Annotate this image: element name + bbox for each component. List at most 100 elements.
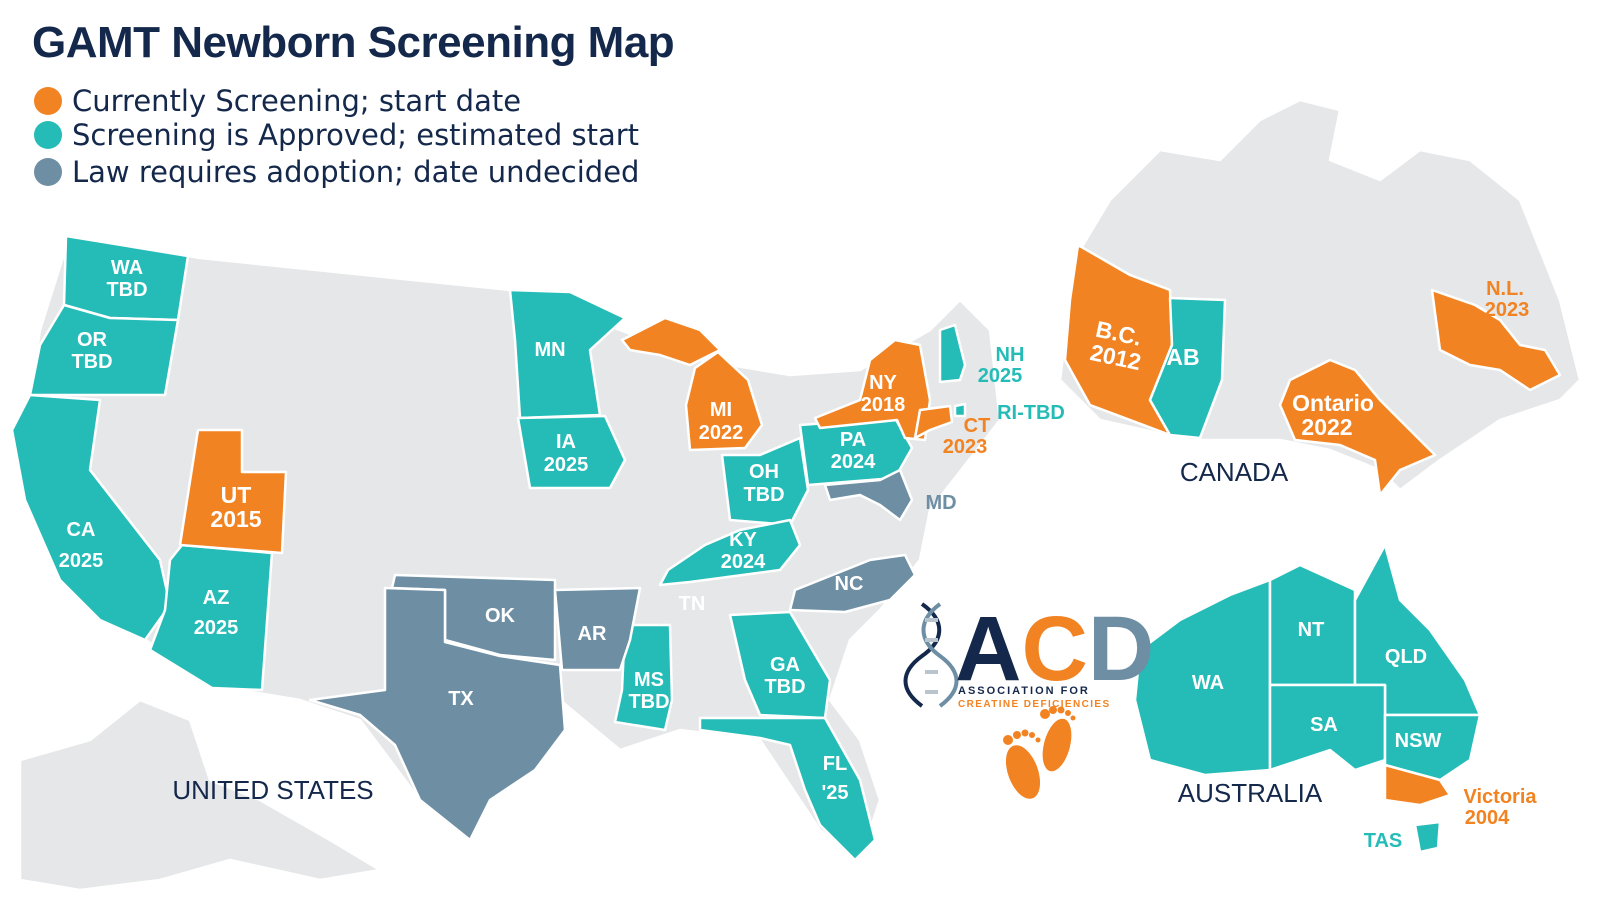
logo-line2: CREATINE DEFICIENCIES (958, 699, 1111, 710)
label-ky: KY (729, 529, 757, 551)
logo-letter: C (1021, 598, 1087, 700)
state-ar (553, 586, 642, 672)
state-nc (788, 553, 917, 614)
logo-letter: A (955, 598, 1021, 700)
state-oh (720, 436, 810, 527)
label-nt: NT (1298, 619, 1325, 641)
label-ms: MS (634, 669, 664, 691)
country-label-canada: CANADA (1180, 457, 1289, 487)
label-nc: NC (835, 573, 864, 595)
label-az-date: 2025 (194, 617, 239, 639)
label-tas: TAS (1364, 830, 1403, 852)
label-ab: AB (1166, 344, 1199, 370)
label-fl: FL (823, 753, 847, 775)
label-or: OR (77, 329, 108, 351)
label-pa: PA (840, 429, 866, 451)
label-tn: TN (679, 593, 706, 615)
state-ky (658, 518, 802, 587)
label-ca: CA (67, 519, 96, 541)
legend-swatch-orange (34, 87, 62, 115)
label-nh-date: 2025 (978, 365, 1023, 387)
label-fl-date: '25 (821, 782, 848, 804)
label-ia-date: 2025 (544, 454, 589, 476)
label-vic-date: 2004 (1465, 807, 1510, 829)
label-or-date: TBD (71, 351, 112, 373)
australia-tas (1413, 820, 1442, 854)
label-az: AZ (203, 587, 230, 609)
label-vic: Victoria (1464, 786, 1538, 808)
label-wa-date: TBD (106, 279, 147, 301)
state-md (823, 468, 914, 522)
label-nl-date: 2023 (1485, 299, 1530, 321)
baby-footprints-icon (1003, 706, 1076, 799)
state-ms (613, 623, 674, 732)
state-nh (938, 323, 967, 384)
state-fl (698, 716, 877, 862)
label-ca-date: 2025 (59, 550, 104, 572)
logo-letter: D (1088, 598, 1154, 700)
state-mi-upper (620, 316, 722, 367)
australia-nsw (1383, 713, 1482, 782)
dna-icon (903, 602, 959, 708)
legend-label: Currently Screening; start date (72, 84, 522, 118)
label-ms-date: TBD (628, 691, 669, 713)
map-title: GAMT Newborn Screening Map (32, 18, 675, 67)
legend-item-screening: Currently Screening; start date (34, 84, 521, 118)
label-ri: RI-TBD (997, 402, 1065, 424)
label-ct: CT (964, 415, 991, 437)
label-wa: WA (111, 257, 143, 279)
legend-label: Screening is Approved; estimated start (72, 118, 640, 152)
state-ri (953, 402, 967, 418)
label-ny: NY (869, 372, 897, 394)
state-ia (516, 414, 627, 490)
label-ia: IA (556, 431, 576, 453)
label-ga-date: TBD (764, 676, 805, 698)
country-label-us: UNITED STATES (172, 775, 373, 805)
alaska-shape (18, 698, 382, 892)
label-md: MD (925, 492, 956, 514)
state-ut (178, 428, 288, 555)
legend-item-approved: Screening is Approved; estimated start (34, 118, 639, 152)
label-sa: SA (1310, 714, 1338, 736)
logo-letter-a: ACD (955, 598, 1154, 700)
label-ar: AR (578, 623, 607, 645)
label-au-wa: WA (1192, 672, 1224, 694)
legend-label: Law requires adoption; date undecided (72, 155, 640, 189)
label-on-date: 2022 (1301, 414, 1352, 440)
legend-swatch-teal (34, 121, 62, 149)
label-ok: OK (485, 605, 516, 627)
label-oh: OH (749, 461, 779, 483)
australia-wa (1133, 578, 1272, 777)
state-az (148, 543, 274, 692)
label-nsw: NSW (1395, 730, 1442, 752)
label-qld: QLD (1385, 646, 1427, 668)
state-mn (508, 288, 627, 420)
acd-logo: ACD ASSOCIATION FOR CREATINE DEFICIENCIE… (903, 598, 1154, 710)
australia-sa (1268, 683, 1387, 772)
label-ny-date: 2018 (861, 394, 906, 416)
country-label-australia: AUSTRALIA (1178, 778, 1323, 808)
state-tx (308, 586, 567, 842)
province-ab (1148, 296, 1227, 440)
label-pa-date: 2024 (831, 451, 876, 473)
logo-line1: ASSOCIATION FOR (958, 685, 1090, 697)
state-ny (813, 338, 932, 442)
state-mi-lower (684, 350, 764, 452)
label-ga: GA (770, 654, 800, 676)
australia-vic (1383, 763, 1452, 807)
province-on (1278, 358, 1437, 497)
legend-swatch-slate (34, 158, 62, 186)
label-ut: UT (221, 482, 252, 508)
label-tx: TX (448, 688, 474, 710)
state-ca (10, 393, 172, 642)
label-ut-date: 2015 (210, 506, 261, 532)
label-nl: N.L. (1486, 278, 1524, 300)
label-mi-date: 2022 (699, 422, 744, 444)
label-on: Ontario (1292, 390, 1374, 416)
label-oh-date: TBD (743, 484, 784, 506)
province-nl (1430, 288, 1562, 392)
label-ky-date: 2024 (721, 551, 766, 573)
legend-item-law: Law requires adoption; date undecided (34, 155, 639, 189)
label-ct-date: 2023 (943, 436, 988, 458)
